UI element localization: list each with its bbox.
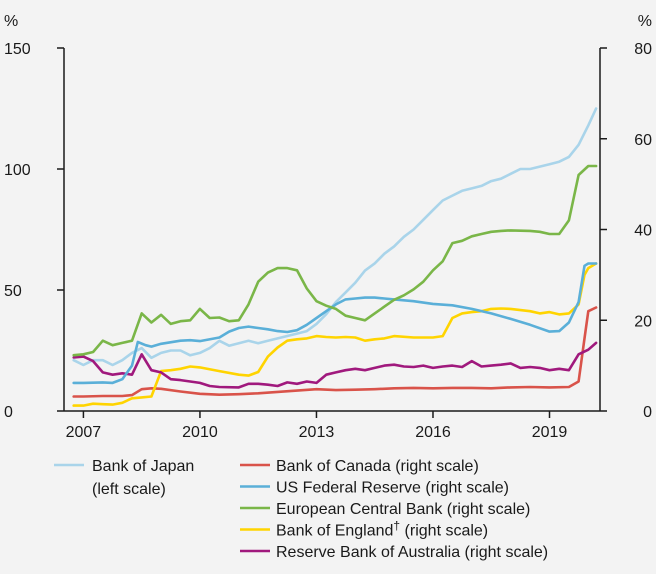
left-tick-label: 0 xyxy=(4,404,13,421)
legend: Bank of Japan (left scale) Bank of Canada … xyxy=(54,458,548,561)
left-tick-label: 150 xyxy=(4,41,31,58)
x-tick-label: 2019 xyxy=(532,424,568,441)
x-tick-label: 2013 xyxy=(299,424,335,441)
series-layer xyxy=(72,107,598,407)
legend-label-2: Bank of Canada (right scale) xyxy=(276,458,479,475)
right-tick-label: 20 xyxy=(634,313,652,330)
series-line-3 xyxy=(72,262,598,385)
left-tick-label: 50 xyxy=(4,283,22,300)
x-tick-label: 2007 xyxy=(66,424,102,441)
series-line-5 xyxy=(72,262,598,407)
x-tick-label: 2016 xyxy=(415,424,451,441)
right-tick-label: 80 xyxy=(634,41,652,58)
right-tick-label: 0 xyxy=(643,404,652,421)
x-tick-label: 2010 xyxy=(182,424,218,441)
series-line-1 xyxy=(72,107,598,367)
series-line-6 xyxy=(72,341,598,389)
series-line-2 xyxy=(72,306,598,398)
left-axis-unit: % xyxy=(4,13,18,30)
legend-label-4: European Central Bank (right scale) xyxy=(276,501,530,518)
legend-label-3: US Federal Reserve (right scale) xyxy=(276,480,509,497)
series-line-4 xyxy=(72,164,598,357)
right-axis-unit: % xyxy=(638,13,652,30)
legend-label-5: Bank of England† (right scale) xyxy=(276,519,488,540)
left-tick-label: 100 xyxy=(4,162,31,179)
right-tick-label: 60 xyxy=(634,132,652,149)
axes: 0 50 100 150 0 20 40 60 80 2007 2010 2013 2016 2019 xyxy=(4,41,652,441)
legend-label-6: Reserve Bank of Australia (right scale) xyxy=(276,544,548,561)
legend-label-1: Bank of Japan xyxy=(92,458,194,475)
right-tick-label: 40 xyxy=(634,223,652,240)
legend-label-1-line2: (left scale) xyxy=(92,481,166,498)
